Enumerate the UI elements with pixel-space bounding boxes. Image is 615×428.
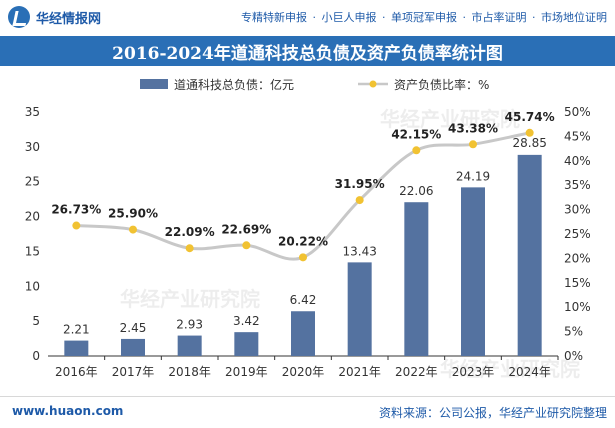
ratio-point bbox=[412, 146, 421, 155]
nav-link-little-giant[interactable]: 小巨人申报 bbox=[321, 11, 377, 24]
bar bbox=[121, 338, 145, 356]
y-left-tick-label: 10 bbox=[25, 279, 40, 293]
watermark-text: 华经产业研究院 bbox=[120, 287, 260, 311]
top-nav: 专精特新申报 · 小巨人申报 · 单项冠军申报 · 市占率证明 · 市场地位证明 bbox=[239, 9, 607, 25]
nav-separator: · bbox=[382, 11, 386, 24]
huajing-logo-icon bbox=[8, 6, 30, 28]
y-right-tick-label: 35% bbox=[564, 178, 591, 192]
bar-value-label: 3.42 bbox=[233, 314, 260, 328]
legend-label-line: 资产负债比率：% bbox=[394, 77, 489, 92]
ratio-value-label: 45.74% bbox=[505, 110, 555, 124]
bar bbox=[461, 187, 485, 356]
bar bbox=[234, 332, 259, 356]
source-note: 资料来源：公司公报，华经产业研究院整理 bbox=[378, 406, 607, 420]
top-bar: 华经情报网 专精特新申报 · 小巨人申报 · 单项冠军申报 · 市占率证明 · … bbox=[0, 0, 615, 36]
ratio-value-label: 42.15% bbox=[391, 127, 441, 141]
legend-label-bar: 道通科技总负债：亿元 bbox=[174, 77, 294, 92]
y-right-tick-label: 10% bbox=[564, 300, 591, 314]
nav-separator: · bbox=[532, 11, 536, 24]
ratio-point bbox=[129, 225, 137, 234]
ratio-value-label: 25.90% bbox=[108, 207, 158, 221]
ratio-point bbox=[355, 196, 364, 205]
nav-separator: · bbox=[462, 11, 467, 24]
y-right-tick-label: 45% bbox=[564, 129, 591, 143]
nav-link-single-champion[interactable]: 单项冠军申报 bbox=[391, 11, 457, 24]
ratio-value-label: 43.38% bbox=[448, 121, 498, 135]
bar-value-label: 24.19 bbox=[456, 169, 490, 183]
footer-url[interactable]: www.huaon.com bbox=[12, 404, 124, 418]
watermark-text: 华经产业研究院 bbox=[380, 107, 520, 131]
nav-link-specialized[interactable]: 专精特新申报 bbox=[241, 11, 307, 24]
nav-link-market-share[interactable]: 市占率证明 bbox=[471, 11, 527, 24]
y-right-tick-label: 5% bbox=[564, 325, 583, 339]
y-right-tick-label: 50% bbox=[564, 105, 591, 119]
bar-value-label: 6.42 bbox=[290, 293, 317, 307]
ratio-point bbox=[242, 241, 251, 250]
y-left-tick-label: 15 bbox=[25, 244, 40, 258]
nav-link-market-position[interactable]: 市场地位证明 bbox=[541, 11, 607, 24]
watermark-text: 华经产业研究院 bbox=[440, 357, 580, 381]
bar-value-label: 2.45 bbox=[120, 321, 147, 335]
y-left-tick-label: 0 bbox=[32, 349, 40, 363]
y-left-tick-label: 25 bbox=[25, 175, 40, 189]
ratio-value-label: 26.73% bbox=[51, 203, 101, 217]
ratio-point bbox=[525, 128, 534, 137]
bar bbox=[404, 202, 429, 356]
legend-swatch-bar bbox=[140, 79, 168, 89]
bar-value-label: 28.85 bbox=[512, 136, 546, 150]
y-left-tick-label: 30 bbox=[25, 140, 40, 154]
bar-value-label: 22.06 bbox=[399, 184, 433, 198]
y-right-tick-label: 0% bbox=[564, 349, 583, 363]
bar bbox=[64, 340, 89, 356]
ratio-value-label: 22.09% bbox=[165, 225, 215, 239]
bar bbox=[177, 335, 202, 356]
site-logo[interactable]: 华经情报网 bbox=[8, 6, 101, 28]
ratio-point bbox=[299, 253, 307, 262]
legend-marker-line bbox=[369, 80, 377, 88]
x-tick-label: 2019年 bbox=[225, 365, 268, 379]
x-tick-label: 2020年 bbox=[282, 365, 325, 379]
y-right-tick-label: 20% bbox=[564, 251, 591, 265]
x-tick-label: 2017年 bbox=[112, 365, 155, 379]
x-tick-label: 2016年 bbox=[55, 365, 98, 379]
y-right-tick-label: 25% bbox=[564, 227, 591, 241]
ratio-value-label: 22.69% bbox=[221, 222, 271, 236]
x-tick-label: 2022年 bbox=[395, 365, 438, 379]
y-right-tick-label: 15% bbox=[564, 276, 591, 290]
ratio-point bbox=[469, 140, 477, 149]
y-right-tick-label: 30% bbox=[564, 203, 591, 217]
x-tick-label: 2021年 bbox=[338, 365, 381, 379]
title-bar: 2016-2024年道通科技总负债及资产负债率统计图 bbox=[0, 36, 615, 66]
chart-title: 2016-2024年道通科技总负债及资产负债率统计图 bbox=[112, 43, 503, 64]
ratio-value-label: 31.95% bbox=[335, 177, 385, 191]
footer: www.huaon.com 资料来源：公司公报，华经产业研究院整理 bbox=[0, 396, 615, 428]
ratio-value-label: 20.22% bbox=[278, 234, 328, 248]
ratio-point bbox=[72, 221, 81, 230]
nav-separator: · bbox=[312, 11, 317, 24]
y-left-tick-label: 20 bbox=[25, 210, 40, 224]
x-tick-label: 2018年 bbox=[168, 365, 211, 379]
bar bbox=[347, 262, 372, 356]
y-left-tick-label: 35 bbox=[25, 105, 40, 119]
x-tick-label: 2023年 bbox=[452, 365, 495, 379]
bar-value-label: 13.43 bbox=[342, 244, 376, 258]
y-right-tick-label: 40% bbox=[564, 154, 591, 168]
bar-value-label: 2.21 bbox=[63, 323, 90, 337]
bar bbox=[291, 311, 315, 356]
bar-value-label: 2.93 bbox=[176, 318, 203, 332]
site-name: 华经情报网 bbox=[36, 11, 102, 27]
x-tick-label: 2024年 bbox=[508, 365, 551, 379]
y-left-tick-label: 5 bbox=[32, 314, 40, 328]
ratio-point bbox=[185, 244, 194, 253]
bar bbox=[517, 154, 542, 356]
